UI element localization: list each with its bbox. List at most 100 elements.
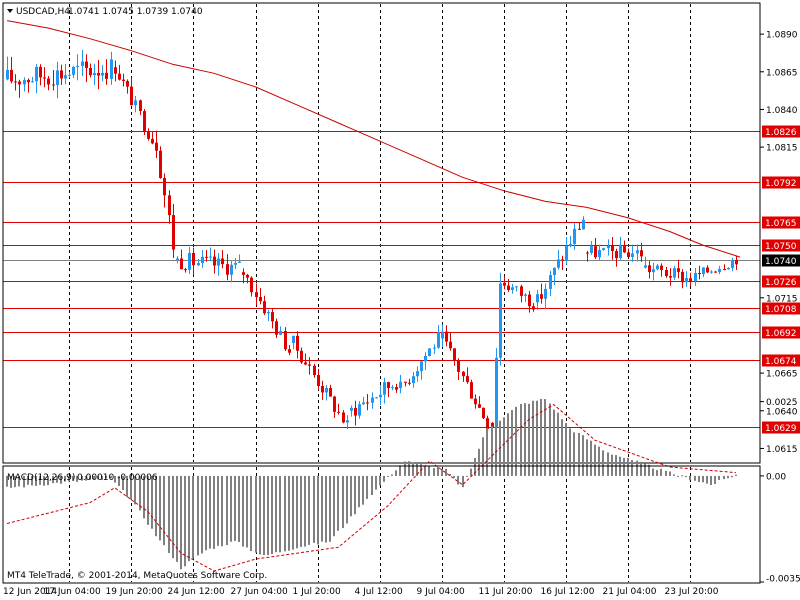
candle-body (313, 365, 316, 376)
macd-bar (60, 475, 62, 484)
macd-bar (627, 457, 629, 476)
candle-body (31, 81, 34, 83)
candle-body (308, 364, 311, 366)
macd-bar (379, 475, 381, 486)
candle-body (515, 286, 518, 288)
macd-bar (259, 475, 261, 555)
candle-body (143, 111, 146, 132)
candle-body (399, 381, 402, 389)
ohlc-values: 1.0741 1.0745 1.0739 1.0740 (68, 7, 203, 17)
candle-body (362, 402, 365, 405)
macd-bar (197, 475, 199, 556)
macd-values: 0.00010 -0.00006 (77, 473, 158, 483)
candle-body (284, 331, 287, 350)
candle-body (395, 387, 398, 390)
macd-bar (433, 468, 435, 476)
candle-body (52, 84, 55, 86)
candle-body (404, 381, 407, 383)
macd-bar (209, 475, 211, 549)
candle-body (710, 271, 713, 273)
macd-bar (242, 475, 244, 547)
candle-body (242, 272, 245, 275)
macd-bar (445, 468, 447, 476)
candle-body (594, 246, 597, 258)
candle-body (72, 66, 75, 75)
macd-bar (507, 413, 509, 476)
candle-body (511, 287, 514, 291)
macd-bar (72, 475, 74, 481)
candle-body (714, 271, 717, 273)
macd-bar (441, 468, 443, 476)
macd-bar (188, 475, 190, 562)
macd-bar (636, 460, 638, 476)
macd-bar (89, 475, 91, 480)
candle-body (76, 65, 79, 67)
chevron-down-icon[interactable] (7, 9, 13, 13)
price-tick-label: 1.0840 (766, 106, 798, 116)
candle-body (685, 278, 688, 283)
price-tick-label: 1.0715 (766, 294, 798, 304)
macd-bar (669, 471, 671, 476)
level-label-box (762, 275, 800, 288)
candle-body (292, 335, 295, 343)
macd-bar (710, 475, 712, 486)
macd-bar (180, 475, 182, 570)
candle-body (544, 288, 547, 299)
macd-bar (607, 452, 609, 476)
candle-body (197, 263, 200, 266)
candle-body (97, 72, 100, 76)
candle-body (105, 72, 108, 79)
level-label-box (762, 216, 800, 229)
macd-bar (279, 475, 281, 553)
macd-panel: MACD(12,26,9) 0.00010 -0.00006 MT4 TeleT… (2, 398, 761, 584)
macd-bar (333, 475, 335, 537)
macd-bar (76, 475, 78, 482)
candle-body (644, 265, 647, 268)
candle-body (652, 269, 655, 273)
candle-body (586, 252, 589, 254)
time-tick-label: 21 Jul 04:00 (603, 587, 657, 597)
candle-body (201, 256, 204, 264)
macd-bar (325, 475, 327, 543)
macd-bar (230, 475, 232, 542)
horizontal-levels (3, 131, 760, 428)
candle-body (590, 246, 593, 254)
candle-body (275, 321, 278, 335)
macd-bar (155, 475, 157, 537)
level-label: 1.0708 (765, 305, 797, 315)
macd-label: MACD(12,26,9) (7, 473, 75, 483)
candle-body (391, 387, 394, 389)
symbol-label: USDCAD,H4 (16, 7, 70, 17)
candle-body (147, 131, 150, 139)
level-label: 1.0692 (765, 329, 797, 339)
level-label: 1.0674 (765, 357, 797, 367)
candle-body (636, 250, 639, 254)
candle-body (598, 249, 601, 258)
macd-bar (449, 474, 451, 476)
macd-bar (590, 440, 592, 476)
candle-body (56, 70, 59, 86)
macd-bar (147, 475, 149, 525)
time-tick-label: 19 Jun 20:00 (106, 587, 163, 597)
price-panel-border (2, 2, 761, 464)
candle-body (677, 268, 680, 272)
candle-body (611, 245, 614, 252)
macd-bar (511, 410, 513, 476)
macd-tick-label: 0.0025 (766, 398, 798, 408)
candle-body (569, 243, 572, 247)
macd-bar (176, 475, 178, 562)
macd-bar (172, 475, 174, 559)
candle-body (346, 420, 349, 423)
macd-bar (18, 475, 20, 487)
candle-body (437, 332, 440, 348)
macd-bar (97, 475, 99, 480)
macd-bar (681, 475, 683, 477)
macd-bar (267, 475, 269, 556)
candle-body (130, 86, 133, 106)
candle-body (735, 259, 738, 265)
macd-bar (292, 475, 294, 550)
macd-bar (549, 403, 551, 476)
macd-bar (321, 475, 323, 542)
candle-body (172, 215, 175, 250)
